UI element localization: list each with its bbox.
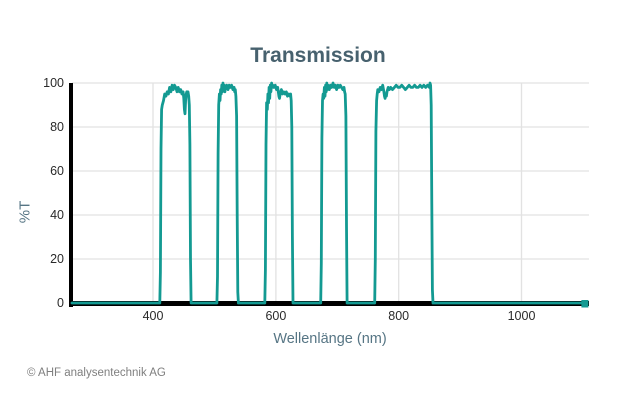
x-tick-label: 400 bbox=[142, 309, 164, 323]
x-tick-label: 800 bbox=[388, 309, 410, 323]
curve-end-cap bbox=[581, 300, 589, 308]
y-axis-label: %T bbox=[16, 200, 34, 224]
x-tick-label: 1000 bbox=[507, 309, 536, 323]
x-axis-label: Wellenlänge (nm) bbox=[273, 331, 387, 347]
y-tick-label: 100 bbox=[43, 76, 64, 90]
copyright-text: © AHF analysentechnik AG bbox=[27, 367, 166, 379]
y-tick-label: 40 bbox=[50, 208, 64, 222]
x-axis-line bbox=[69, 301, 589, 306]
transmission-curve bbox=[70, 81, 585, 305]
x-tick-label: 600 bbox=[265, 309, 287, 323]
y-tick-label: 0 bbox=[57, 296, 64, 310]
y-tick-label: 60 bbox=[50, 164, 64, 178]
chart-title: Transmission bbox=[250, 44, 386, 67]
y-tick-label: 80 bbox=[50, 120, 64, 134]
y-axis-line bbox=[69, 83, 73, 307]
y-tick-label: 20 bbox=[50, 252, 64, 266]
